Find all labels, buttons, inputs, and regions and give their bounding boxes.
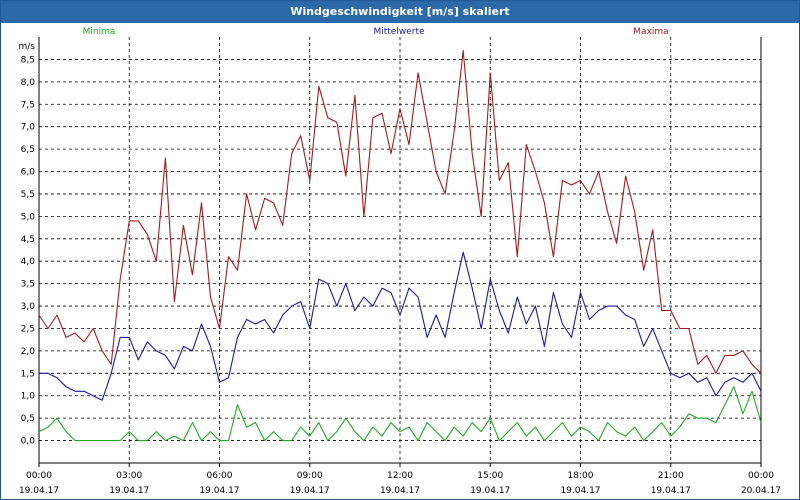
- wind-speed-chart: 0,0 0,5 1,0 1,5 2,0 2,5 3,0 3,5 4,0 4,5 5,0 5,5 6,0 6…: [19, 27, 782, 496]
- y-tick-label: 4,0: [21, 257, 36, 267]
- x-tick-date-label: 19.04.17: [290, 486, 330, 496]
- y-tick-label: 3,0: [21, 302, 36, 312]
- y-tick-label: 2,0: [21, 347, 36, 357]
- x-tick-time-label: 15:00: [477, 471, 503, 481]
- y-tick-label: 5,0: [21, 212, 36, 222]
- chart-title: Windgeschwindigkeit [m/s] skaliert: [1, 1, 799, 23]
- y-tick-label: 5,5: [21, 190, 35, 200]
- x-tick-date-label: 19.04.17: [199, 486, 239, 496]
- x-tick-date-label: 19.04.17: [470, 486, 510, 496]
- x-tick-time-label: 06:00: [207, 471, 233, 481]
- legend-entry-maxima: Maxima: [633, 27, 668, 37]
- legend-entry-mittelwerte: Mittelwerte: [373, 27, 424, 37]
- y-tick-label: 8,0: [21, 78, 36, 88]
- y-axis-label: m/s: [19, 42, 36, 52]
- x-tick-date-label: 19.04.17: [19, 486, 59, 496]
- y-tick-label: 3,5: [21, 280, 35, 290]
- y-tick-label: 2,5: [21, 324, 35, 334]
- x-tick-date-label: 19.04.17: [651, 486, 691, 496]
- y-tick-label: 0,5: [21, 414, 35, 424]
- x-tick-time-label: 09:00: [297, 471, 323, 481]
- series-line-mittelwerte: [39, 251, 762, 401]
- y-tick-label: 4,5: [21, 235, 35, 245]
- series-line-minima: [38, 386, 762, 442]
- x-tick-date-label: 20.04.17: [741, 486, 781, 496]
- y-tick-label: 6,5: [21, 145, 35, 155]
- y-tick-label: 1,0: [21, 392, 36, 402]
- x-tick-date-label: 19.04.17: [380, 486, 420, 496]
- x-tick-date-label: 19.04.17: [109, 486, 149, 496]
- y-tick-label: 7,0: [21, 123, 36, 133]
- y-tick-label: 7,5: [21, 100, 35, 110]
- x-tick-time-label: 00:00: [26, 471, 52, 481]
- y-tick-label: 8,5: [21, 55, 35, 65]
- y-tick-label: 1,5: [21, 369, 35, 379]
- legend-entry-minima: Minima: [83, 27, 116, 37]
- series-line-maxima: [38, 49, 762, 374]
- x-tick-time-label: 18:00: [568, 471, 594, 481]
- x-tick-time-label: 03:00: [116, 471, 142, 481]
- y-tick-label: 6,0: [21, 168, 36, 178]
- x-tick-time-label: 21:00: [658, 471, 684, 481]
- x-tick-time-label: 12:00: [387, 471, 413, 481]
- x-tick-date-label: 19.04.17: [560, 486, 600, 496]
- y-tick-label: 0,0: [21, 437, 36, 447]
- x-tick-time-label: 00:00: [748, 471, 774, 481]
